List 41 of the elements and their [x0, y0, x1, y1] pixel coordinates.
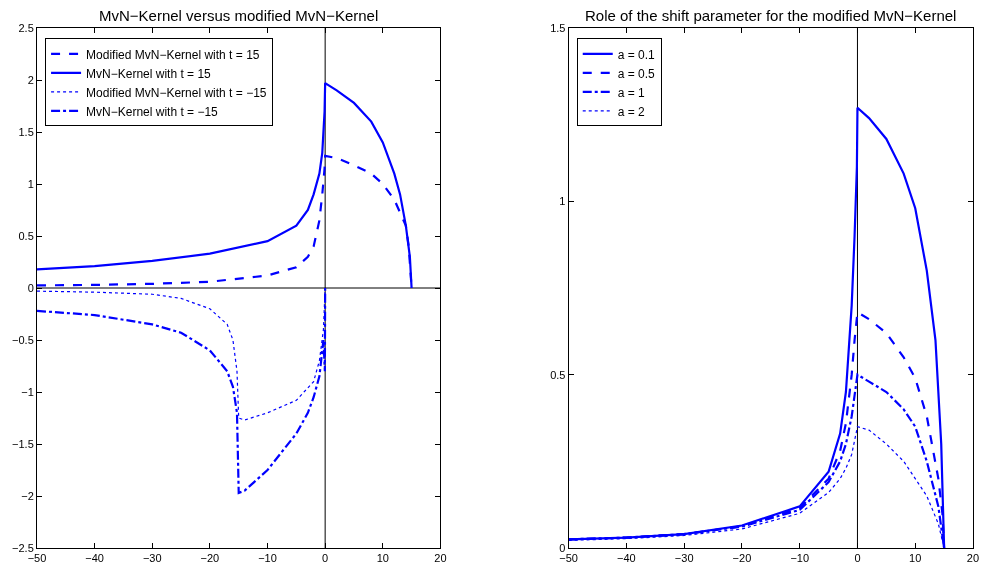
chart-title: MvN−Kernel versus modified MvN−Kernel — [99, 7, 379, 24]
x-tick-label: 10 — [909, 552, 922, 565]
x-tick-label: −20 — [732, 552, 752, 565]
x-tick-label: 0 — [322, 552, 329, 565]
x-tick-label: −40 — [85, 552, 104, 565]
y-tick-label: 1.5 — [550, 21, 566, 34]
legend-label: Modified MvN−Kernel with t = 15 — [86, 47, 260, 62]
x-tick-label: −30 — [674, 552, 694, 565]
y-tick-label: −0.5 — [12, 333, 34, 346]
legend-label: a = 2 — [617, 104, 646, 119]
x-tick-label: −10 — [790, 552, 810, 565]
legend-label: Modified MvN−Kernel with t = −15 — [86, 85, 267, 100]
x-tick-label: 20 — [434, 552, 447, 565]
y-tick-label: 0 — [559, 541, 566, 554]
y-tick-label: 0 — [27, 281, 34, 294]
legend-label: a = 0.1 — [617, 47, 656, 62]
y-tick-label: 2 — [27, 73, 34, 86]
y-tick-label: −1.5 — [12, 437, 34, 450]
y-tick-label: −2.5 — [12, 541, 34, 554]
x-tick-label: −30 — [142, 552, 162, 565]
y-tick-label: 2.5 — [18, 21, 34, 34]
chart-title: Role of the shift parameter for the modified MvN−Kernel — [585, 7, 957, 24]
x-tick-label: −40 — [617, 552, 636, 565]
x-tick-label: −20 — [200, 552, 220, 565]
x-tick-label: −10 — [258, 552, 277, 565]
y-tick-label: −2 — [21, 489, 34, 502]
y-tick-label: 1 — [27, 177, 34, 190]
x-tick-label: 0 — [854, 552, 861, 565]
y-tick-label: 1 — [559, 195, 566, 208]
y-tick-label: 0.5 — [18, 229, 34, 242]
x-tick-label: 10 — [376, 552, 389, 565]
legend-label: a = 0.5 — [617, 66, 656, 81]
legend-label: MvN−Kernel with t = −15 — [86, 104, 219, 119]
y-tick-label: 0.5 — [550, 368, 566, 381]
y-tick-label: 1.5 — [18, 125, 34, 138]
legend-label: MvN−Kernel with t = 15 — [86, 66, 212, 81]
x-tick-label: −50 — [27, 552, 47, 565]
legend-label: a = 1 — [617, 85, 646, 100]
y-tick-label: −1 — [21, 385, 34, 398]
x-tick-label: −50 — [559, 552, 578, 565]
x-tick-label: 20 — [966, 552, 980, 565]
